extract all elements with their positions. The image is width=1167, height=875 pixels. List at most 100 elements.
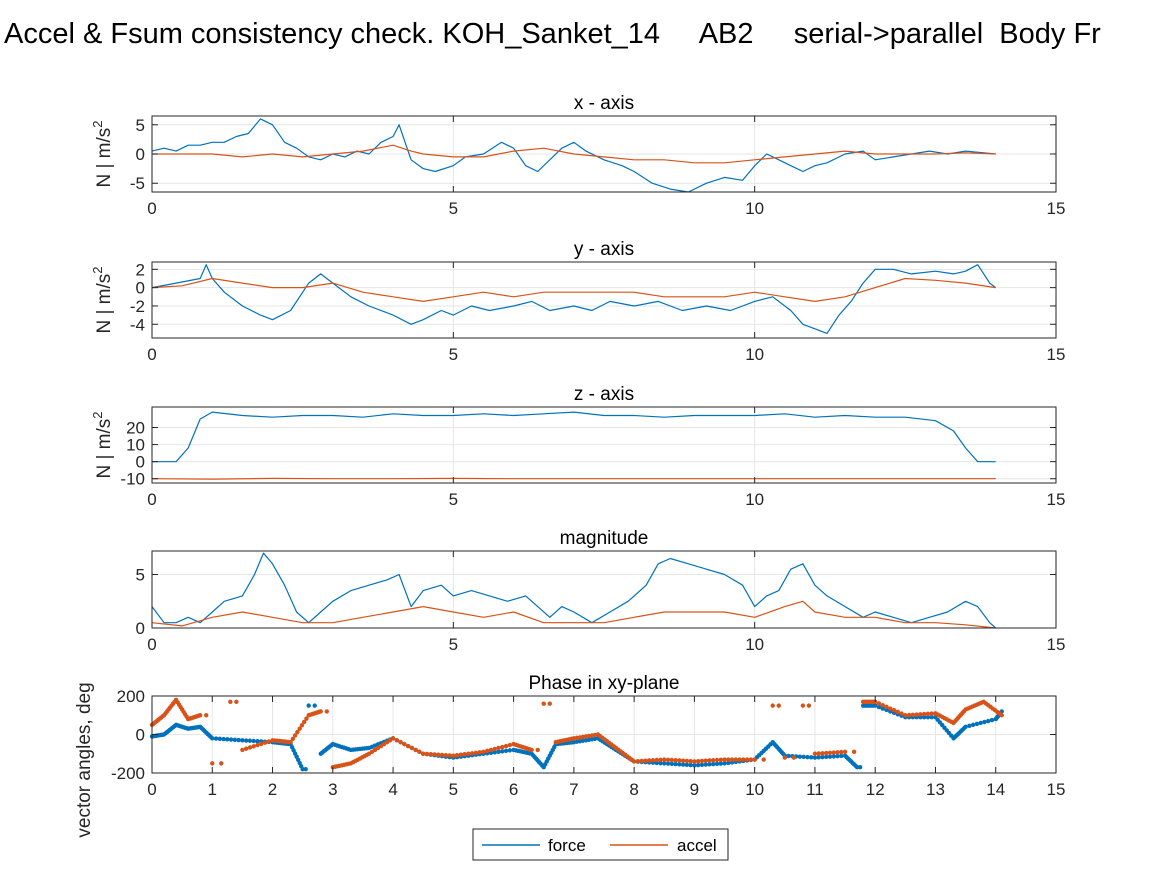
data-point-force <box>210 736 215 741</box>
data-point-force <box>688 762 693 768</box>
data-point-force <box>816 755 821 760</box>
y-tick-label: 5 <box>136 116 145 135</box>
data-point-accel <box>806 703 812 708</box>
data-point-accel <box>288 740 293 745</box>
y-tick-label: 0 <box>136 453 145 472</box>
axes-frame <box>151 550 1057 629</box>
data-point-accel <box>929 711 934 716</box>
data-point-force <box>824 754 829 760</box>
data-point-accel <box>899 711 904 716</box>
y-tick-label: -200 <box>111 764 145 783</box>
data-point-force <box>786 753 791 759</box>
legend-accel-label: accel <box>677 836 717 855</box>
data-point-accel <box>726 757 731 762</box>
x-tick-label: 13 <box>926 780 945 799</box>
data-point-accel <box>999 713 1004 718</box>
data-point-force <box>808 755 814 760</box>
data-point-force <box>680 762 686 767</box>
data-point-accel <box>695 759 701 764</box>
data-point-accel <box>409 745 415 751</box>
x-tick-label: 2 <box>268 780 277 799</box>
y-tick-label: 2 <box>136 260 145 279</box>
data-point-force <box>839 753 844 759</box>
data-point-force <box>243 738 249 743</box>
data-point-accel <box>921 711 927 717</box>
data-point-accel <box>481 749 486 755</box>
data-point-accel <box>888 706 893 711</box>
data-point-accel <box>228 699 233 704</box>
data-point-force <box>820 754 825 760</box>
data-point-accel <box>722 757 727 762</box>
data-point-force <box>835 753 840 759</box>
data-point-accel <box>647 758 652 763</box>
data-point-accel <box>688 759 693 764</box>
data-point-accel <box>741 757 746 762</box>
data-point-accel <box>297 726 302 731</box>
plot-area <box>152 551 1056 628</box>
data-point-force <box>963 724 968 729</box>
x-tick-label: 4 <box>388 780 397 799</box>
data-point-accel <box>318 709 323 714</box>
data-point-accel <box>255 742 260 748</box>
data-point-accel <box>729 757 735 762</box>
data-point-accel <box>748 757 754 762</box>
data-point-accel <box>737 757 742 762</box>
axes-title: x - axis <box>574 93 634 114</box>
data-point-accel <box>831 750 836 755</box>
data-point-accel <box>842 749 848 755</box>
data-point-accel <box>458 752 464 757</box>
figure-suptitle: Accel & Fsum consistency check. KOH_Sank… <box>4 18 1101 50</box>
data-point-accel <box>820 751 825 756</box>
data-point-force <box>989 717 995 723</box>
data-point-accel <box>761 757 766 762</box>
axes-title: Phase in xy-plane <box>528 673 679 694</box>
data-point-force <box>213 736 219 741</box>
data-point-accel <box>673 758 678 763</box>
x-tick-label: 3 <box>328 780 337 799</box>
y-tick-label: -5 <box>130 174 145 193</box>
data-point-force <box>240 738 245 743</box>
data-point-force <box>854 765 860 770</box>
data-point-force <box>684 762 690 768</box>
data-point-accel <box>443 752 448 758</box>
y-tick-label: 200 <box>117 687 145 706</box>
data-point-force <box>312 703 317 708</box>
plot-area <box>152 262 1056 338</box>
data-point-accel <box>631 759 637 764</box>
data-point-accel <box>684 758 690 764</box>
data-point-force <box>500 749 505 754</box>
x-tick-label: 5 <box>449 345 458 364</box>
y-tick-label: 0 <box>136 726 145 745</box>
data-point-force <box>300 766 305 772</box>
data-point-accel <box>417 749 422 755</box>
y-tick-label: -4 <box>130 315 145 334</box>
x-tick-label: 1 <box>208 780 217 799</box>
data-point-accel <box>500 744 505 750</box>
data-point-accel <box>800 703 806 708</box>
data-point-force <box>921 714 927 720</box>
data-point-force <box>982 719 987 725</box>
data-point-force <box>217 736 222 742</box>
data-point-accel <box>535 747 540 753</box>
y-tick-label: 0 <box>136 279 145 298</box>
data-point-accel <box>439 752 445 758</box>
data-point-force <box>658 760 663 766</box>
data-point-accel <box>891 707 897 713</box>
data-point-accel <box>658 757 663 762</box>
data-point-force <box>857 765 863 770</box>
data-point-accel <box>488 747 494 753</box>
data-point-accel <box>507 742 513 748</box>
y-tick-label: 5 <box>136 566 145 585</box>
data-point-accel <box>839 749 844 755</box>
data-point-accel <box>541 701 546 706</box>
data-point-force <box>722 761 727 766</box>
data-point-accel <box>703 758 708 763</box>
x-tick-label: 15 <box>1047 199 1066 218</box>
data-point-force <box>503 748 509 754</box>
x-tick-label: 0 <box>147 345 156 364</box>
data-point-force <box>255 739 260 744</box>
data-point-accel <box>662 757 667 762</box>
data-point-accel <box>259 741 264 747</box>
data-point-accel <box>219 761 224 766</box>
